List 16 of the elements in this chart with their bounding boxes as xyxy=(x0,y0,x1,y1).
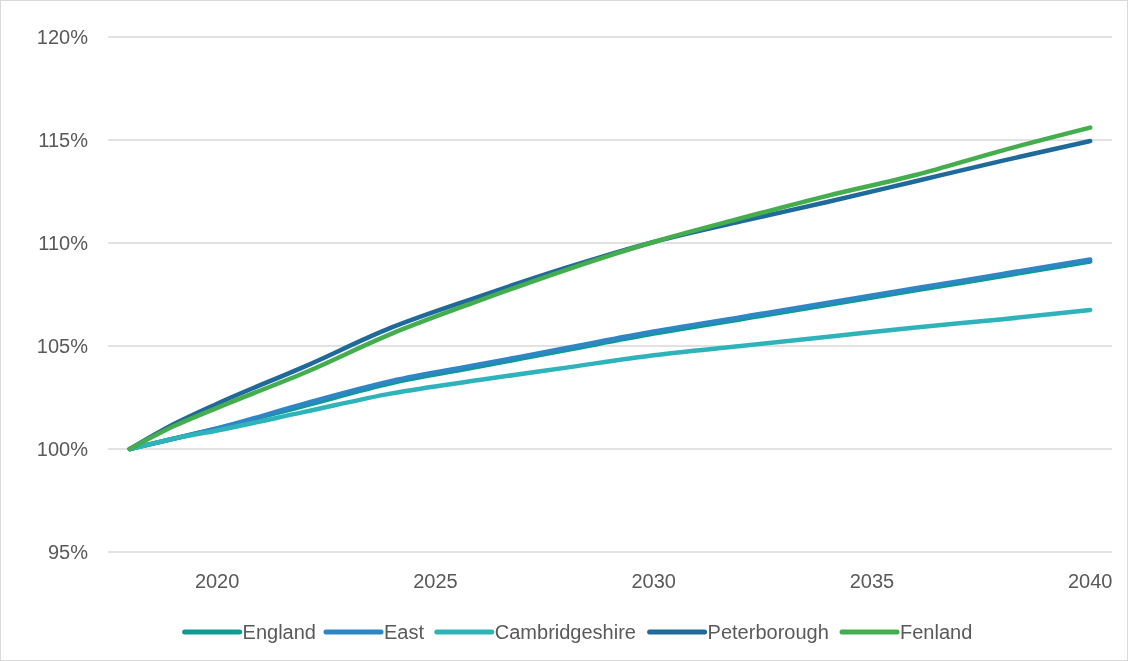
x-tick-label: 2030 xyxy=(631,570,676,592)
y-tick-label: 100% xyxy=(36,438,89,460)
y-tick-label: 120% xyxy=(36,26,89,48)
legend-label: Fenland xyxy=(900,621,973,643)
x-tick-label: 2035 xyxy=(849,570,895,592)
legend-label: East xyxy=(384,621,425,643)
legend-label: England xyxy=(242,621,317,643)
y-tick-label: 115% xyxy=(38,129,89,151)
y-tick-label: 105% xyxy=(36,335,89,357)
x-tick-label: 2025 xyxy=(413,570,458,592)
y-tick-label: 95% xyxy=(47,541,89,563)
legend-label: Peterborough xyxy=(707,621,829,643)
x-tick-label: 2040 xyxy=(1067,570,1113,592)
legend-label: Cambridgeshire xyxy=(494,621,636,643)
x-tick-label: 2020 xyxy=(194,570,240,592)
y-tick-label: 110% xyxy=(38,232,89,254)
